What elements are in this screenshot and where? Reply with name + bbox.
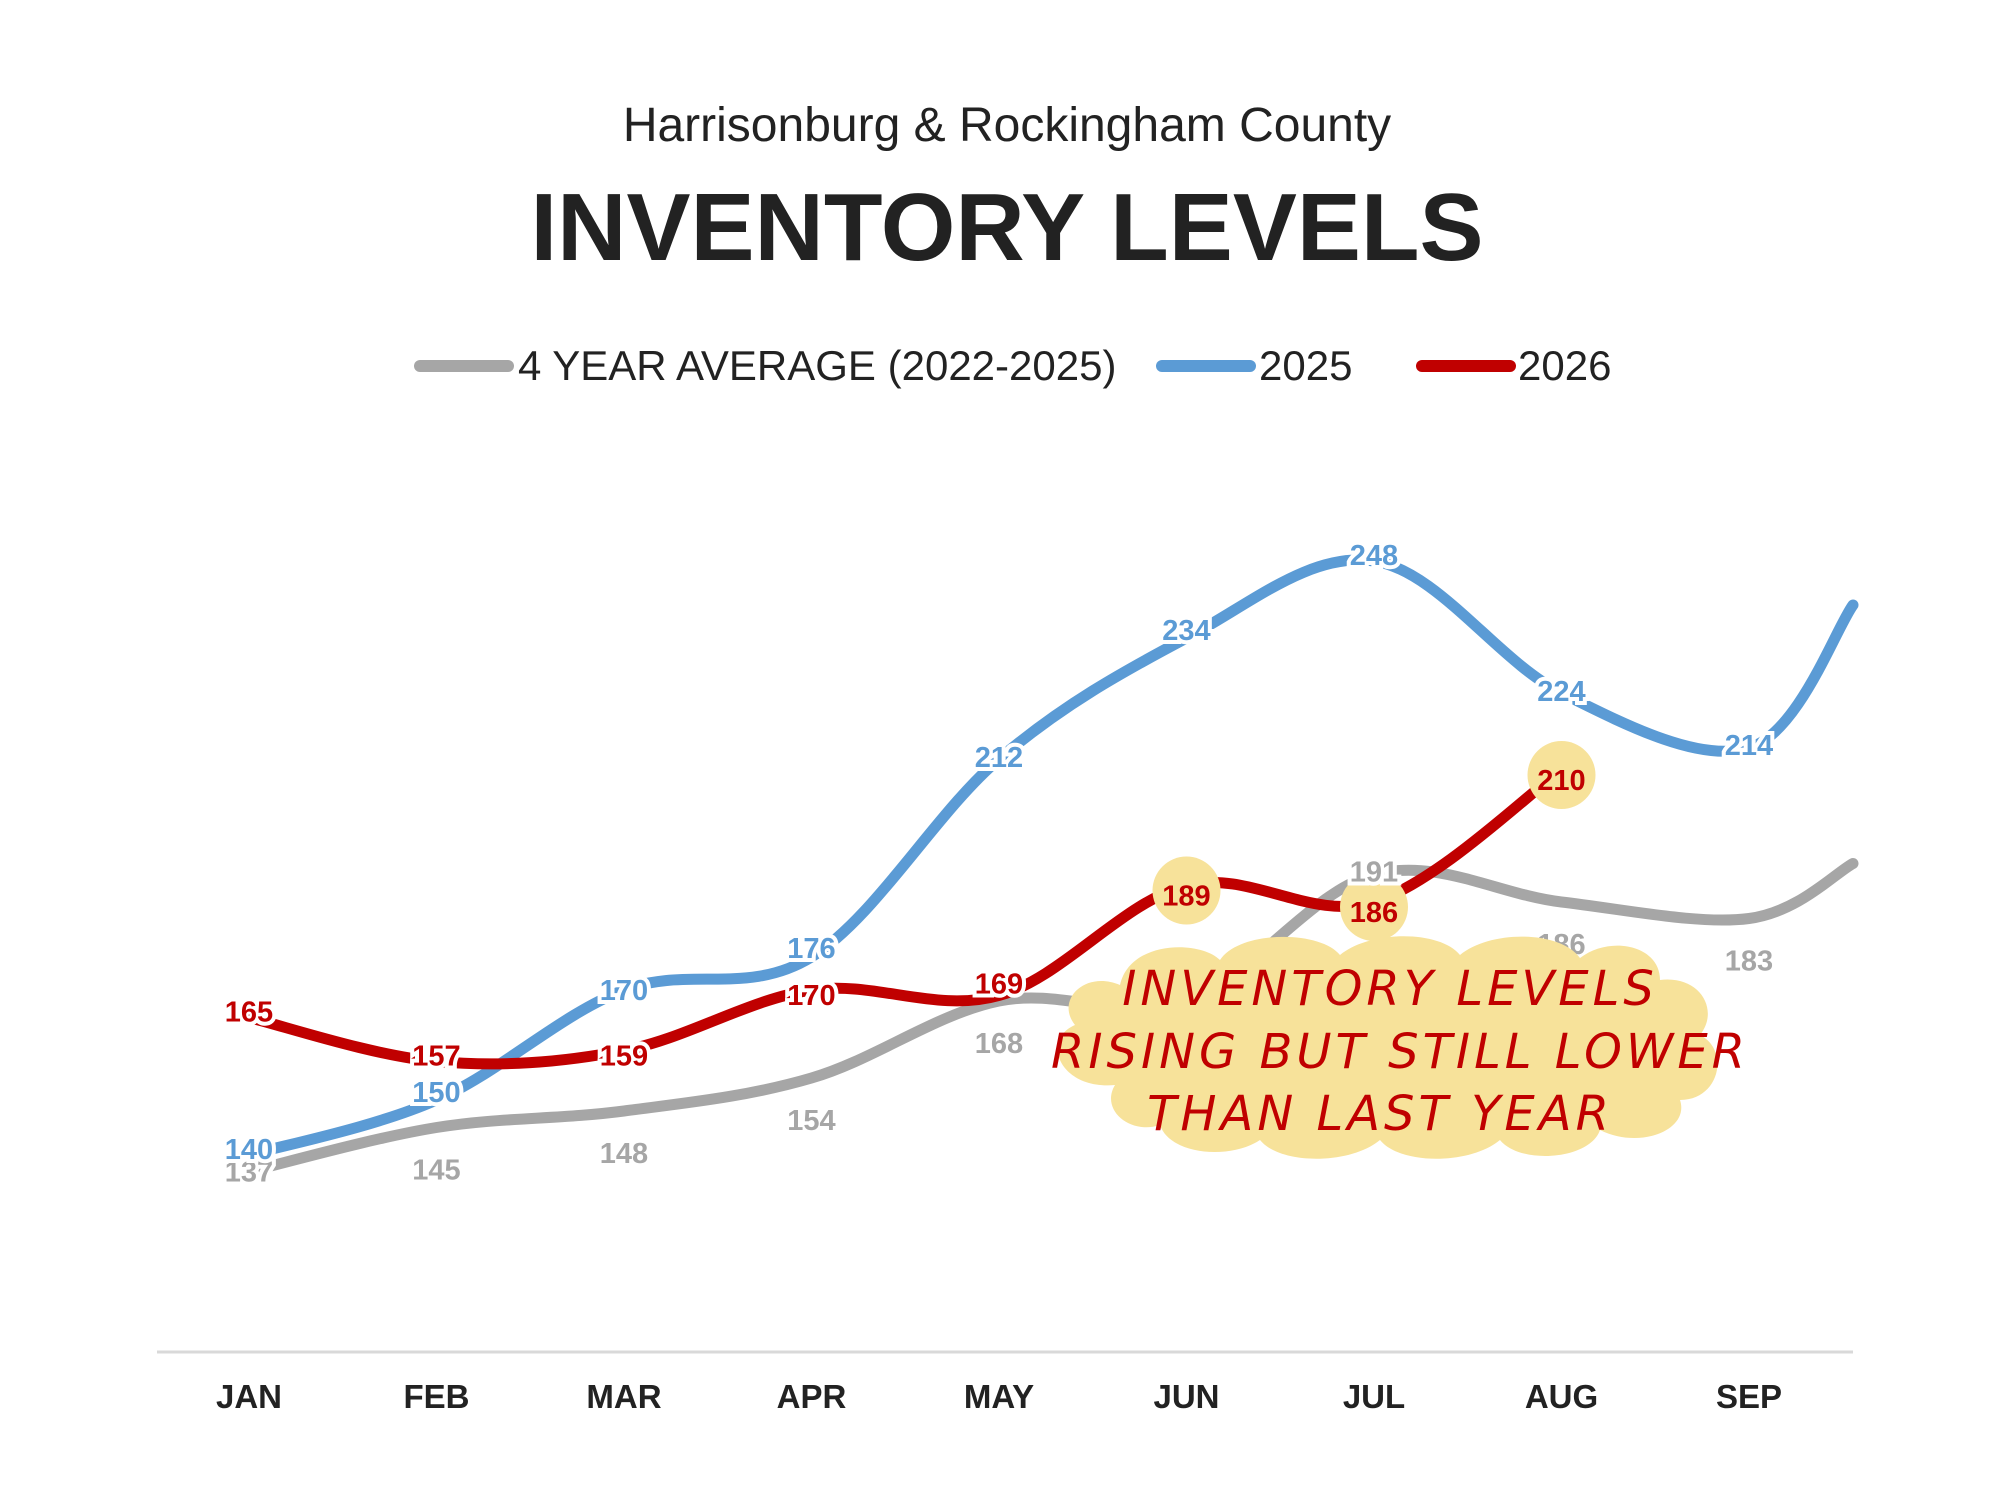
data-label-2025-may: 212 [975, 742, 1023, 774]
annotation-cloud [1057, 936, 1718, 1159]
data-label-2026-feb: 157 [412, 1041, 460, 1073]
x-tick-jun: JUN [1153, 1378, 1219, 1415]
chart-subtitle: Harrisonburg & Rockingham County [623, 99, 1391, 152]
legend-item-2025: 2025 [1156, 342, 1352, 389]
annotation-callout: INVENTORY LEVELS RISING BUT STILL LOWER … [1051, 936, 1749, 1159]
data-label-2026-may: 169 [975, 969, 1023, 1001]
data-label-2026-jan: 165 [225, 997, 273, 1029]
data-label-2025-jun: 234 [1162, 615, 1210, 647]
data-label-2026-jul: 186 [1350, 897, 1398, 929]
data-label-2026-jun: 189 [1162, 881, 1210, 913]
x-tick-jan: JAN [216, 1378, 282, 1415]
data-label-2026-apr: 170 [787, 980, 835, 1012]
x-tick-apr: APR [777, 1378, 847, 1415]
data-label-average-feb: 145 [412, 1155, 460, 1187]
annotation-line-3: THAN LAST YEAR [1147, 1086, 1613, 1142]
data-label-2025-apr: 176 [787, 933, 835, 965]
highlight-circles [1152, 741, 1596, 941]
annotation-line-1: INVENTORY LEVELS [1122, 961, 1658, 1017]
series-line-2025 [243, 554, 1859, 1161]
data-label-2025-sep: 214 [1725, 730, 1773, 762]
data-labels: 1371451481541681681911861831401501701762… [221, 536, 1777, 1193]
x-tick-aug: AUG [1525, 1378, 1598, 1415]
legend: 4 YEAR AVERAGE (2022-2025) 2025 2026 [414, 342, 1611, 389]
data-label-2025-feb: 150 [412, 1077, 460, 1109]
chart-title: INVENTORY LEVELS [530, 174, 1483, 281]
data-label-average-may: 168 [975, 1028, 1023, 1060]
highlight-circle-aug [1527, 741, 1596, 809]
x-axis-ticks: JAN FEB MAR APR MAY JUN JUL AUG SEP [216, 1378, 1782, 1415]
legend-label-2026: 2026 [1518, 342, 1611, 389]
data-label-average-apr: 154 [787, 1105, 835, 1137]
x-tick-may: MAY [964, 1378, 1034, 1415]
legend-label-average: 4 YEAR AVERAGE (2022-2025) [518, 342, 1116, 389]
data-label-average-jan: 137 [225, 1157, 273, 1189]
x-tick-jul: JUL [1343, 1378, 1405, 1415]
data-label-2025-aug: 224 [1537, 676, 1585, 708]
x-tick-feb: FEB [404, 1378, 470, 1415]
highlight-circle-jun [1152, 856, 1221, 925]
data-label-2026-aug: 210 [1537, 765, 1585, 797]
data-label-2025-jan: 140 [225, 1134, 273, 1166]
legend-label-2025: 2025 [1259, 342, 1352, 389]
x-tick-sep: SEP [1716, 1378, 1782, 1415]
data-label-average-mar: 148 [600, 1138, 648, 1170]
annotation-line-2: RISING BUT STILL LOWER [1051, 1024, 1749, 1080]
data-label-average-jul: 191 [1350, 857, 1398, 889]
data-label-2025-mar: 170 [600, 975, 648, 1007]
data-label-2026-mar: 159 [600, 1041, 648, 1073]
x-tick-mar: MAR [586, 1378, 661, 1415]
data-label-2025-jul: 248 [1350, 540, 1398, 572]
legend-item-2026: 2026 [1416, 342, 1611, 389]
data-label-average-sep: 183 [1725, 946, 1773, 978]
legend-item-average: 4 YEAR AVERAGE (2022-2025) [414, 342, 1116, 389]
highlight-circle-jul [1340, 873, 1408, 941]
